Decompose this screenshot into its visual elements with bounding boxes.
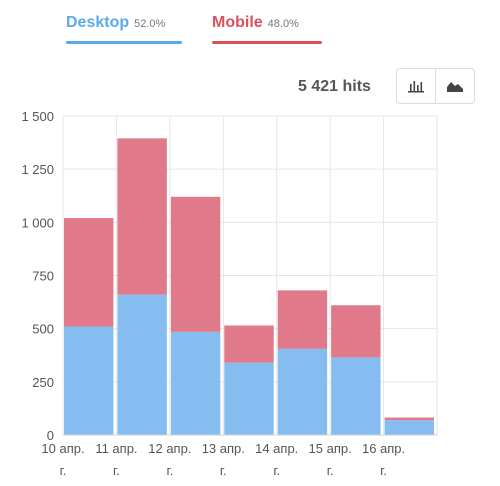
x-tick-label: 14 апр. [255, 441, 298, 456]
area-chart-icon [447, 82, 463, 92]
bar-desktop[interactable] [64, 326, 114, 435]
y-tick-label: 1 000 [21, 215, 54, 230]
bar-desktop[interactable] [117, 294, 167, 435]
x-tick-label-suffix: г. [327, 463, 334, 478]
y-tick-label: 750 [32, 269, 54, 284]
legend-mobile-underline [212, 41, 322, 44]
legend-mobile-label: Mobile [212, 14, 263, 31]
x-tick-label-suffix: г. [166, 463, 173, 478]
x-tick-label-suffix: г. [113, 463, 120, 478]
legend-desktop-label: Desktop [66, 14, 130, 31]
bar-chart-icon [408, 81, 424, 93]
bar-desktop[interactable] [224, 362, 274, 435]
bar-mobile[interactable] [277, 290, 328, 349]
x-tick-label: 15 апр. [309, 441, 352, 456]
legend-desktop-pct: 52.0% [134, 18, 166, 30]
y-tick-label: 500 [32, 322, 54, 337]
x-tick-label-suffix: г. [273, 463, 280, 478]
bar-mobile[interactable] [64, 218, 114, 327]
x-tick-label-suffix: г. [380, 463, 387, 478]
legend-desktop[interactable]: Desktop 52.0% [66, 14, 165, 32]
bar-mobile[interactable] [384, 417, 434, 421]
area-chart-view-button[interactable] [435, 68, 475, 104]
x-tick-label: 10 апр. [41, 441, 84, 456]
x-tick-label-suffix: г. [60, 463, 67, 478]
legend-desktop-underline [66, 41, 182, 44]
hits-total: 5 421 hits [298, 78, 371, 95]
y-tick-label: 1 500 [21, 109, 54, 124]
bar-desktop[interactable] [331, 357, 381, 435]
x-tick-label: 11 апр. [95, 441, 137, 456]
x-tick-label-suffix: г. [220, 463, 227, 478]
x-tick-label: 12 апр. [148, 441, 191, 456]
y-tick-label: 1 250 [21, 162, 54, 177]
bar-mobile[interactable] [331, 305, 381, 358]
bar-desktop[interactable] [384, 420, 434, 435]
legend-mobile-pct: 48.0% [267, 18, 299, 30]
y-tick-label: 250 [32, 375, 54, 390]
legend-mobile[interactable]: Mobile 48.0% [212, 14, 299, 32]
bar-mobile[interactable] [224, 325, 274, 363]
bar-mobile[interactable] [117, 138, 167, 295]
bar-mobile[interactable] [170, 196, 221, 332]
x-tick-label: 16 апр. [362, 441, 405, 456]
y-tick-label: 0 [47, 428, 54, 443]
x-tick-label: 13 апр. [202, 441, 245, 456]
bar-desktop[interactable] [170, 331, 221, 435]
bar-desktop[interactable] [277, 348, 328, 435]
